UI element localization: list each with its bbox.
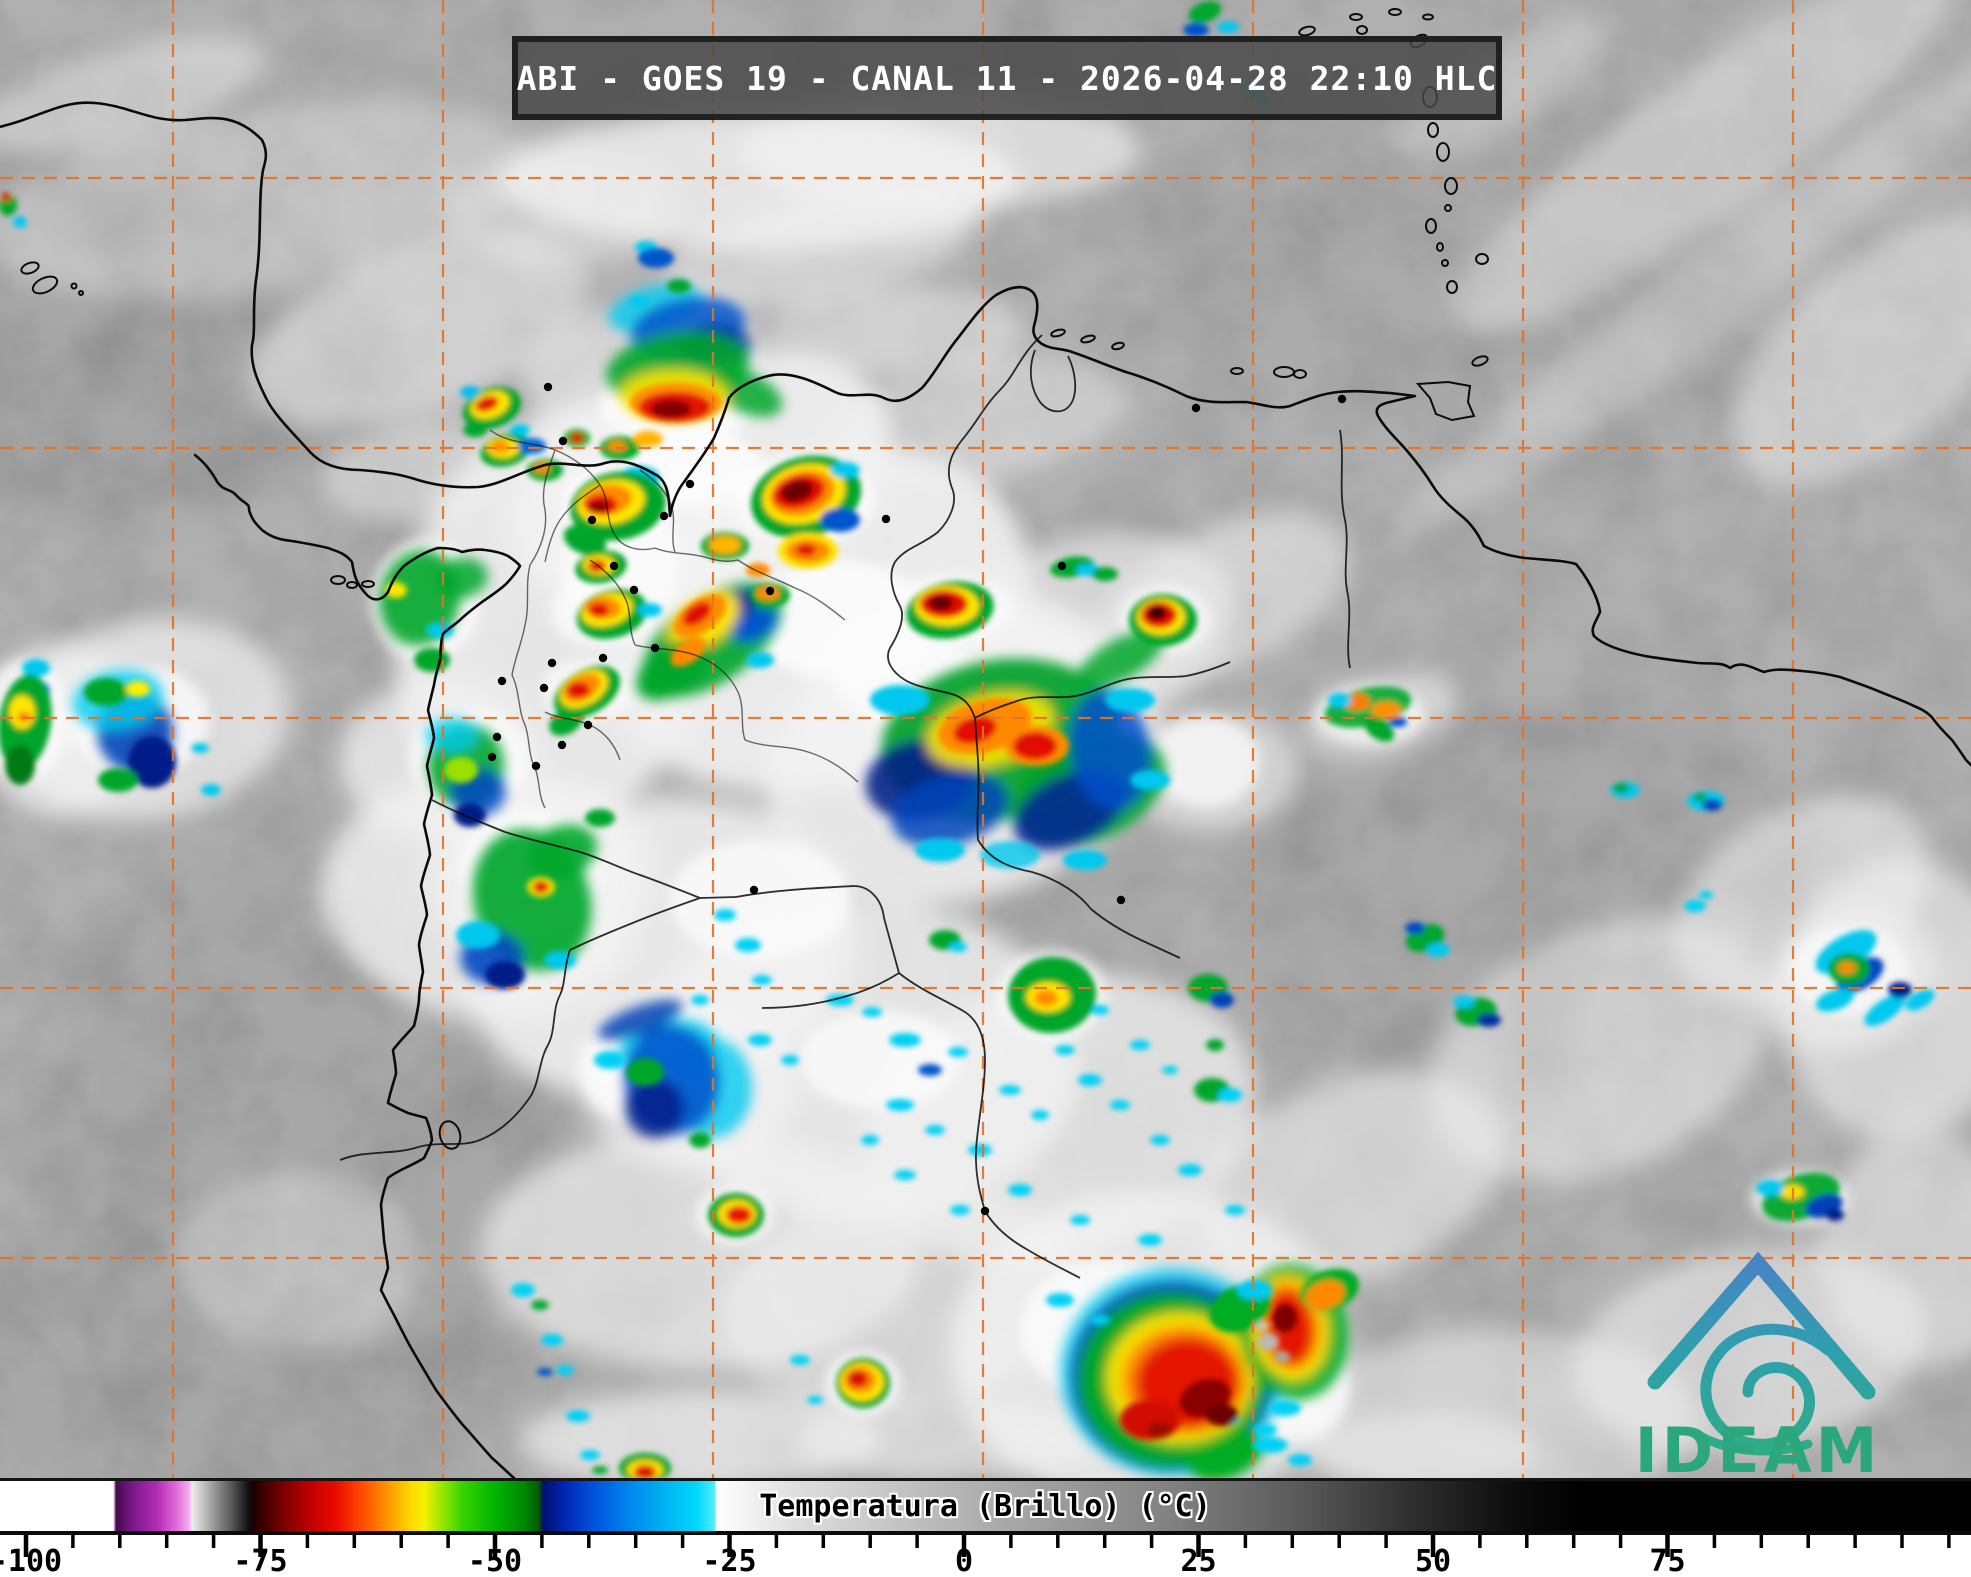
ideam-logo-text: IDEAM (1635, 1414, 1882, 1478)
colorbar-tick-label: -50 (467, 1544, 523, 1577)
colorbar: Temperatura (Brillo) (°C) -100 -75 -50 -25 0… (0, 1478, 1971, 1577)
convective-cells-detail (0, 0, 1935, 1478)
islands (20, 8, 1489, 1150)
colorbar-label: Temperatura (Brillo) (°C) (759, 1489, 1211, 1524)
colorbar-tick-label: -75 (233, 1544, 288, 1577)
colorbar-tick-label: 0 (954, 1544, 974, 1577)
coastlines (0, 101, 1971, 1478)
graticule (0, 0, 1971, 1478)
ideam-logo: IDEAM (1635, 1251, 1882, 1478)
colorbar-tick-label: -25 (702, 1544, 757, 1577)
colorbar-tick-label: 75 (1649, 1544, 1686, 1577)
city-dots (487, 382, 1347, 1216)
title-text: ABI - GOES 19 - CANAL 11 - 2026-04-28 22… (516, 58, 1498, 98)
title-bar: ABI - GOES 19 - CANAL 11 - 2026-04-28 22… (512, 36, 1502, 120)
colorbar-tick-label: 50 (1414, 1544, 1452, 1577)
colorbar-ticks (23, 1535, 1951, 1557)
colorbar-tick-label: -100 (0, 1544, 63, 1577)
country-borders (339, 334, 1351, 1279)
colorbar-gradient (0, 1478, 1971, 1535)
ideam-logo-spiral (1700, 1323, 1834, 1450)
satellite-map: IDEAM (0, 0, 1971, 1478)
colorbar-tick-label: 25 (1180, 1544, 1217, 1577)
ideam-logo-swoosh (1695, 1431, 1813, 1456)
department-borders (489, 429, 859, 809)
